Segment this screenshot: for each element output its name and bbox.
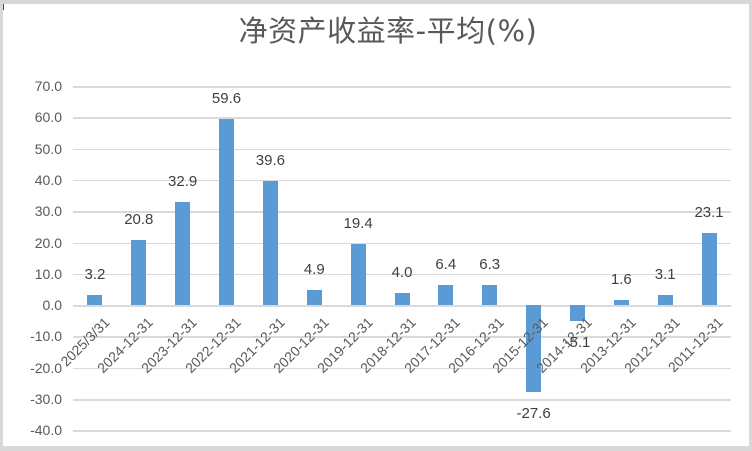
bar xyxy=(131,240,147,306)
gridline xyxy=(73,336,731,338)
data-label: 4.9 xyxy=(303,260,325,278)
data-label: 23.1 xyxy=(694,203,724,221)
gridline xyxy=(73,179,731,182)
gridline xyxy=(73,148,731,151)
y-axis-tick-label: 40.0 xyxy=(34,171,62,188)
data-label: -27.6 xyxy=(516,404,551,422)
bar xyxy=(438,285,454,306)
data-label: 1.6 xyxy=(610,271,632,289)
corner-artifact xyxy=(3,4,4,10)
y-axis-tick-label: 60.0 xyxy=(34,109,62,126)
bar xyxy=(657,295,673,306)
data-label: 20.8 xyxy=(124,211,154,229)
y-axis-tick-label: 70.0 xyxy=(34,78,62,94)
gridline xyxy=(73,430,731,432)
data-label: 3.1 xyxy=(654,266,676,284)
y-axis-tick-label: -30.0 xyxy=(30,391,62,408)
gridline xyxy=(73,305,731,307)
bar xyxy=(87,295,103,306)
data-label: 6.3 xyxy=(479,256,501,274)
bar xyxy=(482,285,498,306)
bar xyxy=(175,202,191,306)
chart-title: 净资产收益率-平均(%) xyxy=(238,14,538,48)
bar xyxy=(262,181,278,306)
gridline xyxy=(73,273,731,276)
bar xyxy=(613,300,629,306)
y-axis-tick-label: 50.0 xyxy=(34,140,62,157)
gridline xyxy=(73,367,731,370)
data-label: 6.4 xyxy=(435,256,457,274)
y-axis-tick-label: -10.0 xyxy=(30,328,62,345)
bar xyxy=(306,289,322,306)
bar xyxy=(526,305,542,392)
bar xyxy=(569,305,585,322)
gridline xyxy=(73,399,731,401)
y-axis-tick-label: 0.0 xyxy=(42,297,62,314)
data-label: 32.9 xyxy=(168,173,198,191)
bar xyxy=(394,292,410,306)
bar xyxy=(701,232,717,306)
gridline xyxy=(73,211,731,213)
y-axis-tick-label: -40.0 xyxy=(30,422,62,439)
gridline xyxy=(73,86,731,88)
data-label: -5.1 xyxy=(564,334,591,352)
bar xyxy=(350,244,366,306)
data-label: 4.0 xyxy=(391,263,413,281)
y-axis-tick-label: 20.0 xyxy=(34,234,62,251)
data-label: 39.6 xyxy=(255,152,285,170)
y-axis-tick-label: 10.0 xyxy=(34,265,62,282)
gridline xyxy=(73,117,731,119)
y-axis-tick-label: -20.0 xyxy=(30,359,62,376)
plot-area: 70.0 60.0 50.0 40.0 30.0 20.0 10.0 0.0 -10.0 -20.… xyxy=(3,4,749,446)
gridline xyxy=(73,242,731,245)
data-label: 19.4 xyxy=(343,215,373,233)
data-label: 3.2 xyxy=(84,266,106,284)
bar xyxy=(219,118,235,306)
y-axis-tick-label: 30.0 xyxy=(34,203,62,220)
data-label: 59.6 xyxy=(211,89,242,107)
